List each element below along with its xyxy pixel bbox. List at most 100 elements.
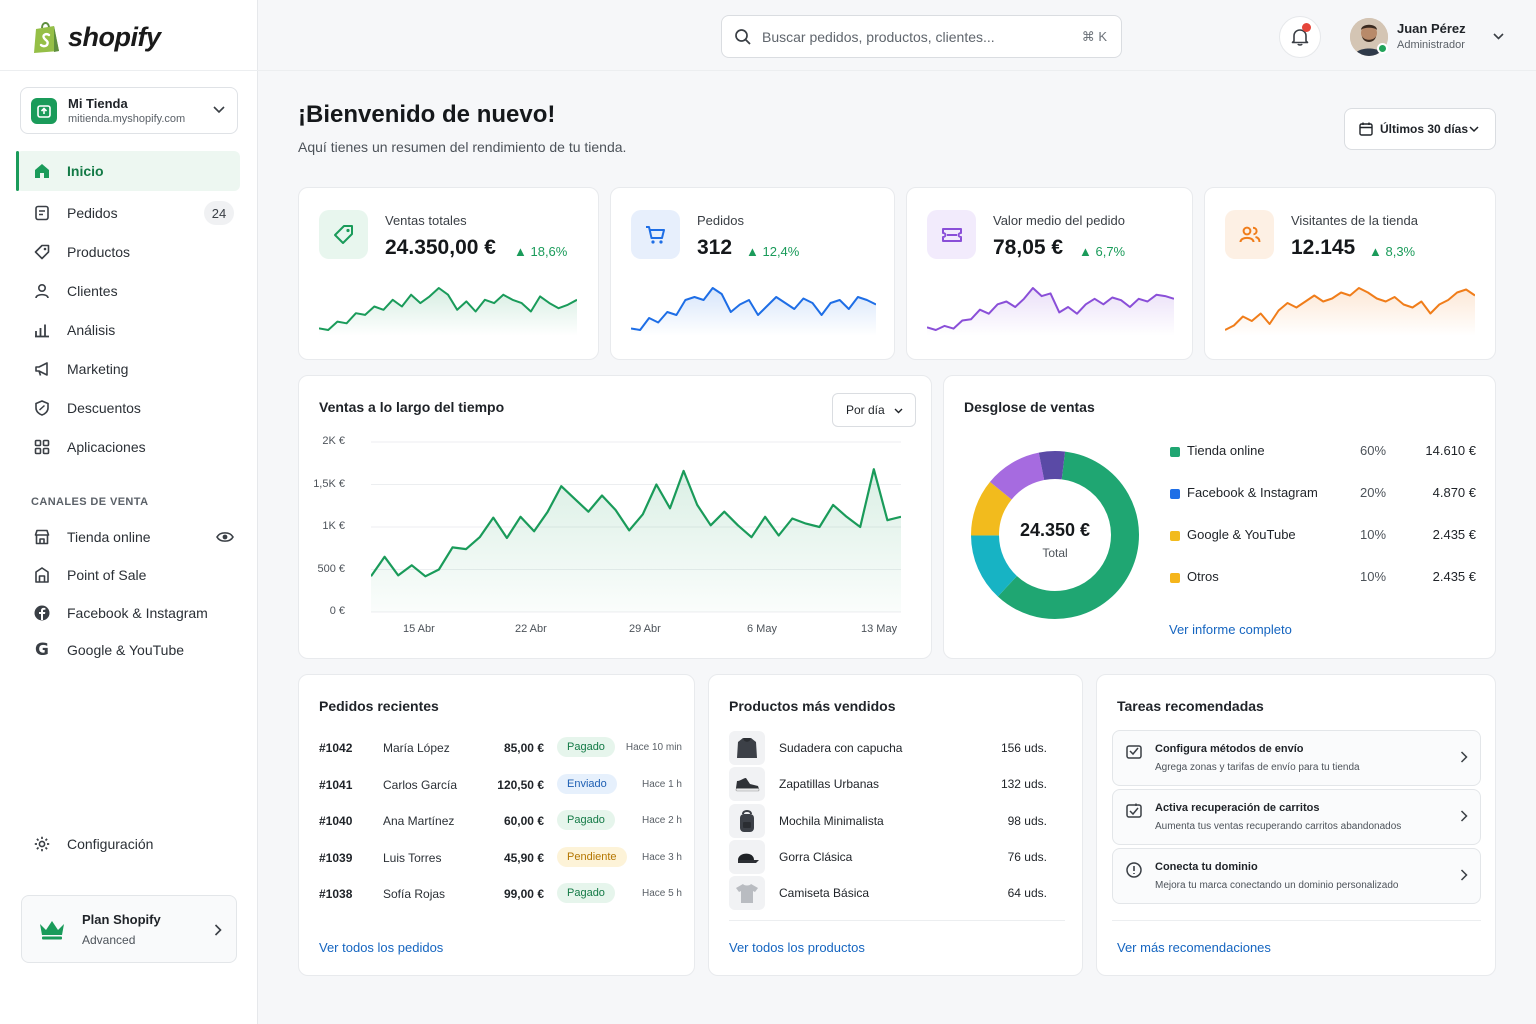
stat-card-visitantes[interactable]: Visitantes de la tienda 12.145 ▲ 8,3% [1204, 187, 1496, 360]
notifications-button[interactable] [1279, 16, 1321, 58]
all-products-link[interactable]: Ver todos los productos [729, 940, 865, 955]
stat-value: 312 [697, 236, 733, 259]
granularity-dropdown[interactable]: Por día [832, 393, 916, 427]
orders-count-badge: 24 [204, 201, 234, 225]
granularity-label: Por día [846, 403, 885, 417]
product-row[interactable]: Zapatillas Urbanas 132 uds. [729, 767, 1047, 802]
shopify-bag-icon [34, 22, 59, 53]
discount-icon [33, 399, 51, 417]
y-tick-label: 0 € [329, 605, 345, 617]
tag-icon [33, 243, 51, 261]
nav-label: Clientes [67, 283, 118, 299]
avatar[interactable] [1350, 18, 1388, 56]
home-icon [33, 162, 51, 180]
product-quantity: 132 uds. [1000, 777, 1047, 792]
stat-value: 12.145 [1291, 236, 1356, 259]
product-row[interactable]: Gorra Clásica 76 uds. [729, 839, 1047, 874]
search-input[interactable]: Buscar pedidos, productos, clientes... ⌘… [721, 15, 1122, 58]
all-orders-link[interactable]: Ver todos los pedidos [319, 940, 444, 955]
card-title: Tareas recomendadas [1117, 698, 1264, 714]
stat-label: Pedidos [697, 213, 744, 228]
topbar-divider [258, 70, 1536, 71]
plan-card[interactable]: Plan Shopify Advanced [21, 895, 237, 963]
more-recommendations-link[interactable]: Ver más recomendaciones [1117, 940, 1271, 955]
backpack-icon [729, 803, 765, 838]
y-tick-label: 1,5K € [313, 477, 345, 490]
stat-card-pedidos[interactable]: Pedidos 312 ▲ 12,4% [610, 187, 895, 360]
stat-card-ventas[interactable]: Ventas totales 24.350,00 € ▲ 18,6% [298, 187, 599, 360]
order-row[interactable]: #1038 Sofía Rojas 99,00 € Pagado Hace 5 h [319, 882, 682, 906]
channel-item-tienda-online[interactable]: Tienda online [16, 517, 240, 557]
shipping-icon [1126, 745, 1142, 759]
order-row[interactable]: #1042 María López 85,00 € Pagado Hace 10 min [319, 736, 682, 760]
nav-item-productos[interactable]: Productos [16, 232, 240, 272]
order-row[interactable]: #1039 Luis Torres 45,90 € Pendiente Hace 3 h [319, 846, 682, 870]
order-time: Hace 10 min [625, 742, 682, 753]
task-shipping[interactable]: Configura métodos de envío Agrega zonas … [1112, 730, 1481, 786]
nav-label: Facebook & Instagram [67, 605, 208, 621]
sparkline-line [927, 287, 1174, 331]
status-badge: Pagado [557, 810, 615, 830]
x-tick-label: 22 Abr [515, 623, 547, 635]
stat-card-valor-medio[interactable]: Valor medio del pedido 78,05 € ▲ 6,7% [906, 187, 1193, 360]
order-customer: Ana Martínez [383, 814, 455, 828]
nav-item-analisis[interactable]: Análisis [16, 310, 240, 350]
pos-icon [33, 566, 51, 584]
task-title: Configura métodos de envío [1155, 743, 1304, 755]
product-quantity: 98 uds. [1007, 813, 1047, 828]
task-cart-recovery[interactable]: Activa recuperación de carritos Aumenta … [1112, 789, 1481, 845]
product-name: Gorra Clásica [779, 849, 853, 864]
legend-item: Tienda online 60% 14.610 € [1170, 442, 1476, 462]
card-title: Pedidos recientes [319, 698, 439, 714]
nav-item-inicio[interactable]: Inicio [16, 151, 240, 191]
user-name[interactable]: Juan Pérez [1397, 21, 1466, 36]
user-icon [33, 282, 51, 300]
sparkline-pedidos [631, 287, 876, 336]
order-customer: Carlos García [383, 777, 458, 792]
stat-value: 78,05 € [993, 236, 1064, 259]
nav-item-configuracion[interactable]: Configuración [16, 824, 240, 864]
card-title: Productos más vendidos [729, 698, 896, 714]
nav-item-descuentos[interactable]: Descuentos [16, 388, 240, 428]
chevron-right-icon [1460, 751, 1468, 763]
date-range-button[interactable]: Últimos 30 días [1344, 108, 1496, 150]
product-quantity: 76 uds. [1007, 849, 1047, 864]
eye-icon[interactable] [216, 530, 234, 544]
order-id: #1039 [319, 850, 353, 865]
order-row[interactable]: #1041 Carlos García 120,50 € Enviado Hace 1 … [319, 773, 682, 797]
order-id: #1041 [319, 777, 353, 792]
channel-item-point-of-sale[interactable]: Point of Sale [16, 555, 240, 595]
channel-item-facebook-instagram[interactable]: Facebook & Instagram [16, 593, 240, 633]
nav-item-marketing[interactable]: Marketing [16, 349, 240, 389]
order-amount: 45,90 € [503, 850, 544, 865]
legend-amount: 14.610 € [1425, 443, 1476, 458]
full-report-link[interactable]: Ver informe completo [1169, 622, 1292, 637]
shopify-logo[interactable]: shopify [32, 18, 161, 56]
donut-slice [997, 451, 1139, 619]
legend-name: Facebook & Instagram [1187, 485, 1318, 500]
order-row[interactable]: #1040 Ana Martínez 60,00 € Pagado Hace 2 h [319, 809, 682, 833]
sales-line [371, 468, 901, 578]
nav-label: Descuentos [67, 400, 141, 416]
sidebar: shopify Mi Tienda mitienda.myshopify.com… [0, 0, 258, 1024]
sparkline-valor-medio [927, 287, 1174, 336]
task-desc: Agrega zonas y tarifas de envío para tu … [1155, 762, 1360, 773]
nav-item-clientes[interactable]: Clientes [16, 271, 240, 311]
donut-total: 24.350 € [1019, 520, 1091, 540]
task-domain[interactable]: Conecta tu dominio Mejora tu marca conec… [1112, 848, 1481, 904]
product-name: Sudadera con capucha [779, 741, 903, 755]
card-title: Desglose de ventas [964, 399, 1095, 415]
order-id: #1038 [319, 887, 353, 901]
product-row[interactable]: Mochila Minimalista 98 uds. [729, 803, 1047, 838]
channel-item-google-youtube[interactable]: G Google & YouTube [16, 630, 240, 670]
nav-item-aplicaciones[interactable]: Aplicaciones [16, 427, 240, 467]
google-icon: G [35, 640, 49, 660]
nav-label: Productos [67, 244, 131, 260]
nav-item-pedidos[interactable]: Pedidos 24 [16, 193, 240, 233]
user-menu-chevron-icon[interactable] [1493, 33, 1504, 40]
legend-swatch [1170, 531, 1180, 541]
stat-delta: ▲ 12,4% [746, 244, 800, 259]
product-row[interactable]: Sudadera con capucha 156 uds. [729, 731, 1047, 765]
product-row[interactable]: Camiseta Básica 64 uds. [729, 876, 1047, 911]
store-selector[interactable]: Mi Tienda mitienda.myshopify.com [20, 87, 238, 134]
